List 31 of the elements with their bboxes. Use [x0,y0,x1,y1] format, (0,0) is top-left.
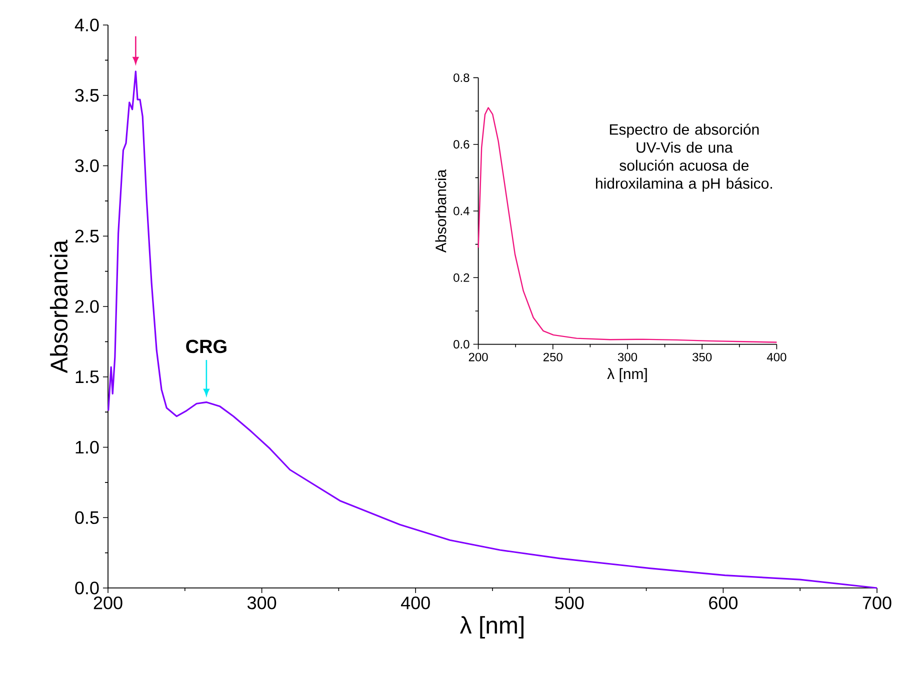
x-tick-label: 500 [555,596,584,610]
y-tick-label: 0.8 [454,73,470,82]
x-axis-title: λ [nm] [460,616,524,639]
x-axis-title: λ [nm] [607,368,647,382]
y-tick-label: 0.0 [454,340,470,349]
x-tick-label: 350 [692,352,712,362]
x-tick-label: 600 [709,596,738,610]
y-tick-label: 0.5 [75,511,99,524]
x-tick-label: 700 [862,596,892,610]
x-tick-label: 300 [618,352,638,362]
y-tick-label: 3.5 [75,88,99,102]
y-tick-label: 4.0 [74,18,99,32]
y-tick-label: 2.0 [75,300,99,313]
y-tick-label: 1.0 [76,440,99,454]
y-tick-label: 0.6 [454,140,470,149]
x-tick-label: 200 [468,352,488,362]
y-tick-label: 1.5 [76,370,99,384]
x-tick-label: 300 [247,596,276,610]
x-tick-label: 400 [766,352,786,362]
annotation: Espectro de absorción UV-Vis de una solución acuosa de hidroxilamina a pH básico. [596,124,772,192]
y-tick-label: 0.0 [75,582,99,594]
x-tick-label: 400 [400,596,430,610]
y-axis-title: Absorbancia [435,169,446,253]
y-axis-title: Absorbancia [50,240,68,374]
y-tick-label: 2.5 [75,230,99,242]
y-tick-label: 3.0 [75,159,99,172]
y-tick-label: 0.2 [454,273,470,282]
x-tick-label: 200 [94,596,122,610]
x-tick-label: 250 [543,352,562,362]
y-tick-label: 0.4 [454,206,470,216]
annotation: CRG [186,340,226,354]
